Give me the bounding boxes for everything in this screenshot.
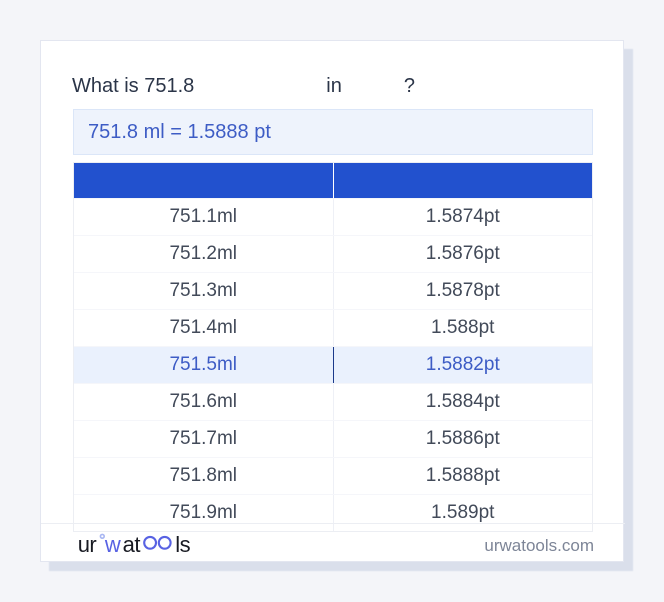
svg-text:ls: ls <box>175 532 190 557</box>
svg-text:w: w <box>104 532 121 557</box>
svg-text:at: at <box>123 532 141 557</box>
svg-text:ur: ur <box>78 532 97 557</box>
